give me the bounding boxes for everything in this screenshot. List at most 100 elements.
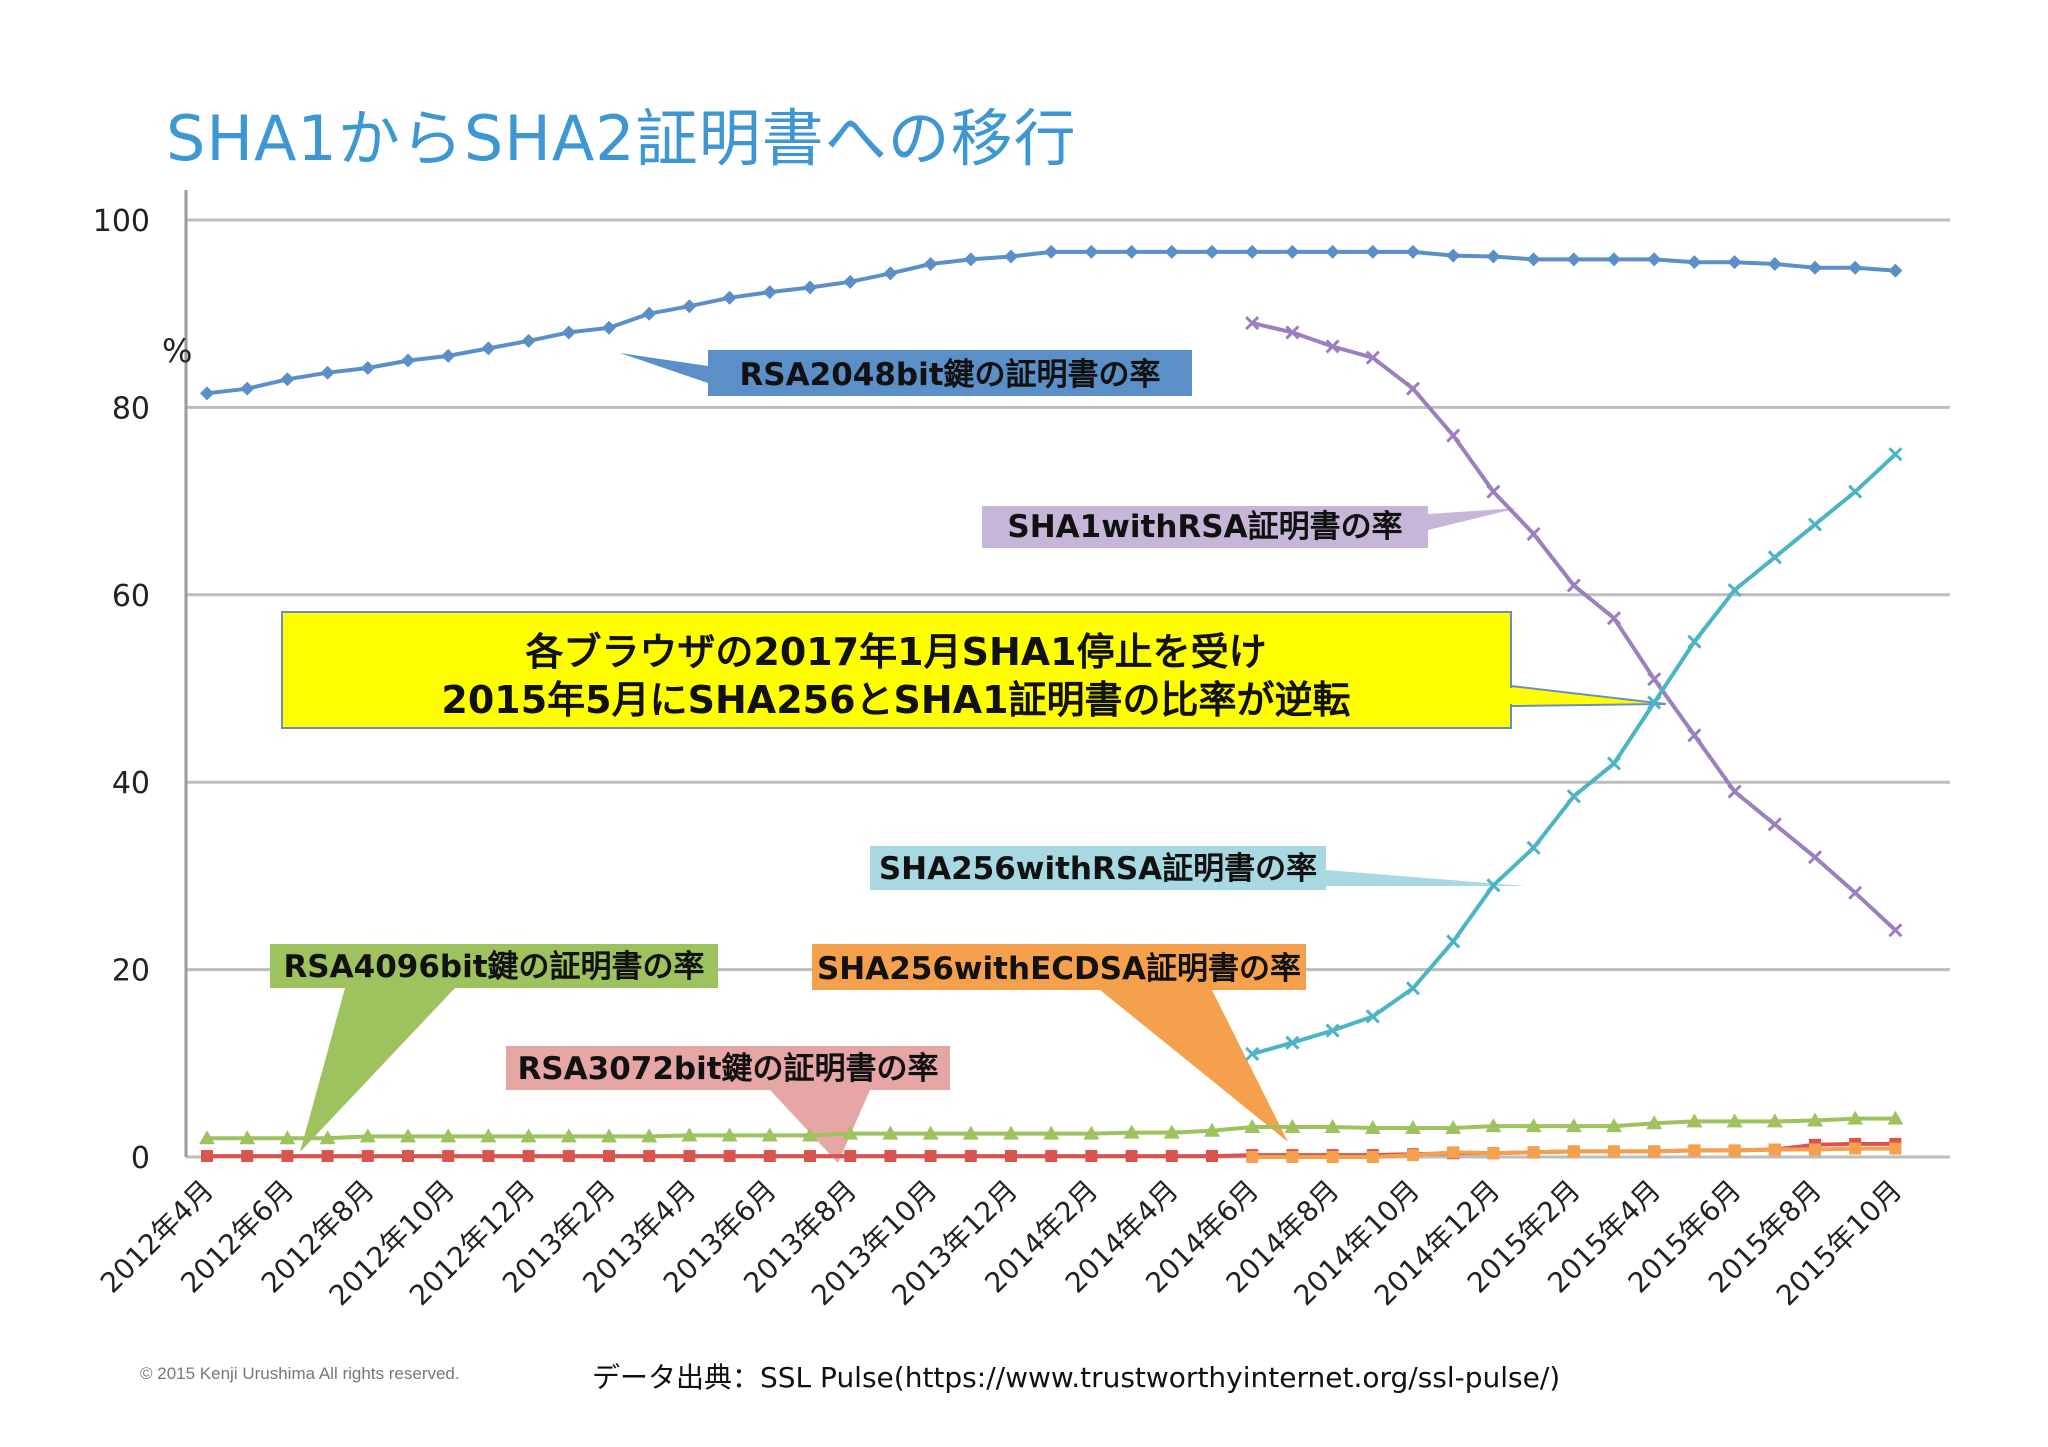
data-point xyxy=(240,381,255,396)
data-point xyxy=(1245,244,1260,259)
data-point xyxy=(440,1128,457,1143)
data-point xyxy=(400,1128,416,1143)
data-point xyxy=(1004,249,1018,264)
data-point xyxy=(722,290,737,305)
data-point xyxy=(1244,1119,1261,1134)
series xyxy=(1245,447,1903,1061)
data-point xyxy=(1285,1035,1300,1050)
data-point xyxy=(481,341,496,356)
data-point xyxy=(200,386,214,401)
data-point xyxy=(642,306,657,321)
data-point xyxy=(1285,325,1300,340)
data-point xyxy=(1085,1150,1098,1163)
data-source-text: データ出典：SSL Pulse(https://www.trustworthyi… xyxy=(592,1361,1561,1394)
data-point xyxy=(1809,1143,1821,1156)
callout-label: RSA3072bit鍵の証明書の率 xyxy=(517,1051,938,1087)
data-point xyxy=(360,361,375,376)
data-point xyxy=(1767,550,1782,565)
data-point xyxy=(320,365,335,380)
data-point xyxy=(964,1150,977,1163)
callout-box xyxy=(506,1046,950,1090)
data-point xyxy=(1608,1145,1620,1158)
data-point xyxy=(1808,260,1822,275)
data-point xyxy=(1887,1110,1904,1125)
callout-pointer xyxy=(1100,990,1288,1142)
callout-pointer xyxy=(1428,508,1518,530)
data-point xyxy=(1566,252,1581,267)
highlight-pointer xyxy=(1510,684,1667,708)
y-axis-label: % xyxy=(162,332,192,370)
data-point xyxy=(803,280,817,295)
data-point xyxy=(1204,1122,1220,1137)
data-point xyxy=(1849,1142,1862,1155)
data-point xyxy=(1847,1110,1864,1125)
y-tick-label: 40 xyxy=(112,766,150,801)
data-point xyxy=(1445,1119,1462,1134)
series xyxy=(1246,1142,1902,1163)
data-point xyxy=(1485,1118,1502,1133)
data-point xyxy=(804,1150,816,1163)
copyright-text: © 2015 Kenji Urushima All rights reserve… xyxy=(140,1364,460,1383)
data-point xyxy=(883,266,898,281)
data-point xyxy=(1646,1115,1663,1130)
data-point xyxy=(441,348,456,363)
data-point xyxy=(1005,1150,1017,1163)
data-point xyxy=(1766,1113,1783,1128)
data-point xyxy=(1405,381,1421,396)
callout-label: SHA256withECDSA証明書の率 xyxy=(817,951,1301,987)
data-point xyxy=(321,1150,334,1163)
data-point xyxy=(1407,1149,1419,1162)
data-point xyxy=(1245,1046,1260,1061)
data-point xyxy=(1084,244,1099,259)
data-point xyxy=(239,1130,256,1145)
data-point xyxy=(279,1130,296,1145)
data-point xyxy=(761,1127,778,1142)
callout-pointer xyxy=(620,353,708,383)
data-point xyxy=(1003,1125,1019,1140)
data-point xyxy=(442,1150,455,1163)
data-point xyxy=(1165,1150,1178,1163)
data-point xyxy=(1567,1145,1580,1158)
data-point xyxy=(521,333,536,348)
data-point xyxy=(641,1128,658,1143)
data-point xyxy=(562,1150,575,1163)
data-point xyxy=(1767,257,1782,272)
data-point xyxy=(1446,428,1461,443)
data-point xyxy=(1083,1125,1100,1140)
data-point xyxy=(1848,885,1863,900)
data-point xyxy=(682,299,697,314)
data-point xyxy=(1325,339,1340,354)
data-point xyxy=(1606,756,1622,771)
data-point xyxy=(241,1150,254,1163)
data-point xyxy=(319,1130,336,1145)
callout-label: RSA4096bit鍵の証明書の率 xyxy=(283,949,704,985)
data-point xyxy=(199,1130,215,1145)
data-point xyxy=(844,1150,857,1163)
callout-label: SHA256withRSA証明書の率 xyxy=(879,851,1317,887)
data-point xyxy=(922,1125,939,1140)
data-point xyxy=(1768,1143,1781,1156)
data-point xyxy=(520,1128,537,1143)
data-point xyxy=(1687,255,1702,270)
data-point xyxy=(1246,1151,1259,1163)
data-point xyxy=(1889,1142,1902,1155)
data-point xyxy=(1405,981,1421,996)
data-point xyxy=(683,1150,696,1163)
data-point xyxy=(1687,728,1702,743)
data-point xyxy=(1888,447,1903,462)
data-point xyxy=(1807,850,1823,865)
data-point xyxy=(763,1150,776,1163)
callout-pointer xyxy=(770,1090,870,1163)
data-point xyxy=(1045,1150,1058,1163)
callout-pointer xyxy=(1326,870,1525,886)
data-point xyxy=(1526,526,1541,541)
data-point xyxy=(723,1150,736,1163)
data-point xyxy=(1566,578,1581,593)
data-point xyxy=(1727,583,1742,598)
data-point xyxy=(1325,244,1340,259)
data-point xyxy=(280,372,295,387)
data-point xyxy=(1726,1113,1743,1128)
data-point xyxy=(1526,840,1541,855)
highlight-text: 2015年5月にSHA256とSHA1証明書の比率が逆転 xyxy=(441,678,1350,722)
data-point xyxy=(1647,252,1662,267)
